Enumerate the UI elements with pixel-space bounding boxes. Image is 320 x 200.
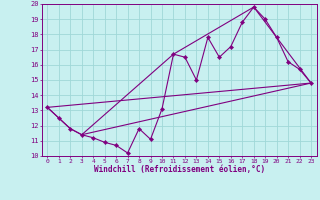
X-axis label: Windchill (Refroidissement éolien,°C): Windchill (Refroidissement éolien,°C) (94, 165, 265, 174)
